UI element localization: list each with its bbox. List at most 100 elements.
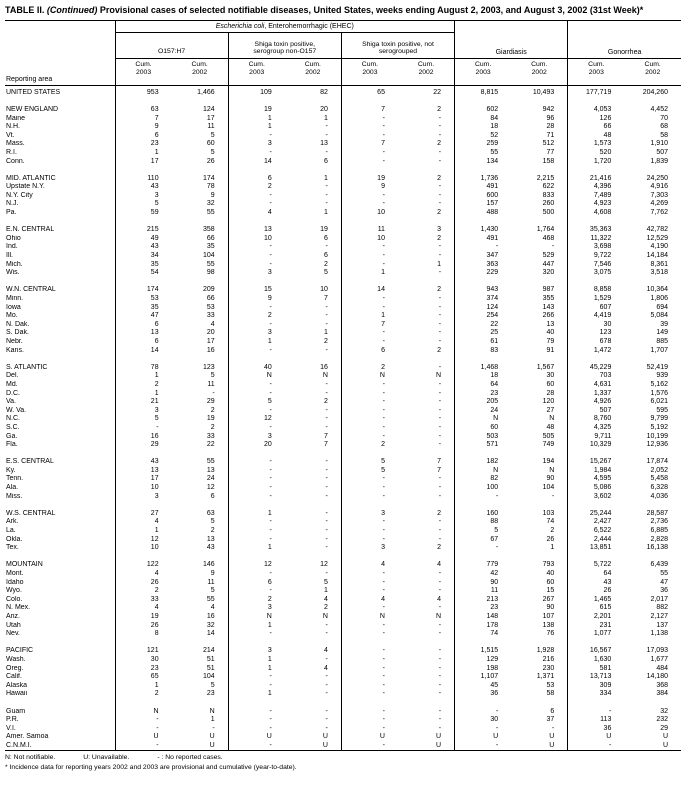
separator-cell	[172, 97, 229, 106]
value-cell: 4,916	[650, 183, 668, 191]
value-cell: N	[340, 372, 398, 381]
value-cell: 55	[206, 458, 215, 466]
value-cell: -	[340, 475, 398, 485]
value-cell: 1	[550, 544, 555, 552]
value-cell: 129	[454, 655, 512, 665]
reporting-area-cell: R.I.	[6, 148, 17, 156]
value-cell: 1,430	[454, 226, 512, 235]
table-row: S.C. - 2 - - - - 60 48 4,325 5,192	[5, 423, 681, 433]
table-row: MOUNTAIN 122 146 12 12 4 4 779 793 5,722 6,439	[5, 561, 681, 570]
reporting-area-cell: Ohio	[6, 234, 21, 242]
table-row: N.C. 5 19 12 - - - N N 8,760 9,799	[5, 415, 681, 424]
reporting-area-cell: Mass.	[6, 140, 25, 148]
value-cell: -	[340, 415, 398, 424]
reporting-area-cell: W.N. CENTRAL	[6, 286, 56, 294]
reporting-area-cell: Mo.	[6, 312, 18, 320]
value-cell: 126	[567, 114, 625, 124]
reporting-area-cell: Wis.	[6, 269, 20, 277]
value-cell: 4,452	[650, 105, 668, 113]
reporting-area-cell: Ga.	[6, 432, 18, 440]
value-cell: -	[227, 492, 285, 502]
value-cell: -	[340, 148, 398, 158]
value-cell: -	[325, 630, 328, 638]
value-cell: 7	[323, 441, 328, 449]
table-row: Hawaii 2 23 1 - - - 36 58 334 384	[5, 690, 681, 699]
value-cell: 12	[206, 484, 215, 492]
value-cell: -	[340, 252, 398, 261]
value-cell: 16	[206, 346, 215, 354]
value-cell: 61	[454, 337, 512, 347]
value-cell: 8,361	[650, 260, 668, 268]
value-cell: U	[209, 733, 215, 741]
table-header: Reporting area Escherichia coli, Enteroh…	[5, 20, 681, 87]
value-cell: 53	[206, 303, 215, 311]
value-cell: -	[438, 432, 442, 440]
table-row: UNITED STATES 953 1,466 109 82 65 22 8,815 10,49…	[5, 88, 681, 98]
value-cell: 16	[206, 612, 215, 620]
reporting-area-cell: UNITED STATES	[6, 88, 61, 96]
value-cell: 27	[114, 509, 172, 519]
value-cell: -	[438, 647, 442, 655]
value-cell: 2,215	[536, 174, 555, 182]
value-cell: -	[227, 191, 285, 201]
table-continued-flag: (Continued)	[46, 5, 98, 15]
separator-cell	[114, 698, 172, 708]
value-cell: -	[340, 630, 398, 639]
separator-cell	[624, 166, 681, 175]
value-cell: 40	[546, 570, 555, 577]
separator-cell	[454, 97, 512, 106]
value-cell: 10	[340, 234, 398, 244]
value-cell: -	[227, 380, 285, 390]
value-cell: N	[322, 612, 328, 620]
value-cell: 622	[542, 183, 555, 191]
value-cell: 2	[340, 441, 398, 450]
value-cell: 104	[203, 252, 215, 260]
value-cell: N	[227, 612, 285, 622]
value-cell: -	[438, 312, 442, 320]
reporting-area-cell: Conn.	[6, 157, 25, 165]
value-cell: 123	[203, 363, 215, 371]
value-cell: -	[438, 475, 442, 483]
value-cell: -	[340, 587, 398, 596]
table-row: Iowa 35 53 - - - - 124 143 607 694	[5, 303, 681, 313]
separator-cell	[624, 97, 681, 106]
reporting-area-cell: Calif.	[6, 673, 22, 681]
table-row: Amer. Samoa U U U U U U U U U U	[5, 733, 681, 742]
value-cell: -	[340, 484, 398, 493]
value-cell: N	[114, 707, 172, 717]
value-cell: 182	[454, 458, 512, 467]
value-cell: 55	[660, 570, 668, 577]
separator-cell	[114, 638, 172, 648]
value-cell: 60	[546, 578, 555, 586]
value-cell: 10	[340, 209, 398, 218]
reporting-area-cell: MID. ATLANTIC	[6, 174, 56, 182]
value-cell: 1,515	[454, 647, 512, 656]
value-cell: U	[322, 733, 328, 741]
value-cell: 174	[203, 174, 215, 182]
value-cell: 1	[227, 621, 285, 631]
value-cell: 384	[656, 690, 668, 698]
separator-cell	[5, 355, 115, 364]
value-cell: 28,587	[646, 509, 668, 517]
value-cell: -	[227, 716, 285, 725]
value-cell: -	[340, 260, 398, 270]
value-cell: 885	[656, 337, 668, 345]
reporting-area-cell: Colo.	[6, 595, 23, 603]
value-cell: 5	[210, 131, 215, 139]
value-cell: 1	[114, 389, 172, 399]
value-cell: -	[340, 673, 398, 682]
table-row: Ohio 49 66 10 6 10 2 491 468 11,322 12,529	[5, 234, 681, 244]
value-cell: 7,303	[650, 191, 668, 199]
separator-cell	[624, 553, 681, 562]
value-cell: -	[325, 131, 328, 139]
separator-cell	[567, 85, 625, 89]
value-cell: 9	[210, 191, 215, 199]
value-cell: 103	[542, 509, 555, 517]
separator-cell	[454, 501, 512, 510]
value-cell: 35	[206, 243, 215, 251]
value-cell: 4	[340, 595, 398, 605]
value-cell: 36	[660, 587, 668, 595]
value-cell: -	[438, 183, 442, 191]
value-cell: 347	[454, 252, 512, 261]
value-cell: 34	[114, 252, 172, 261]
